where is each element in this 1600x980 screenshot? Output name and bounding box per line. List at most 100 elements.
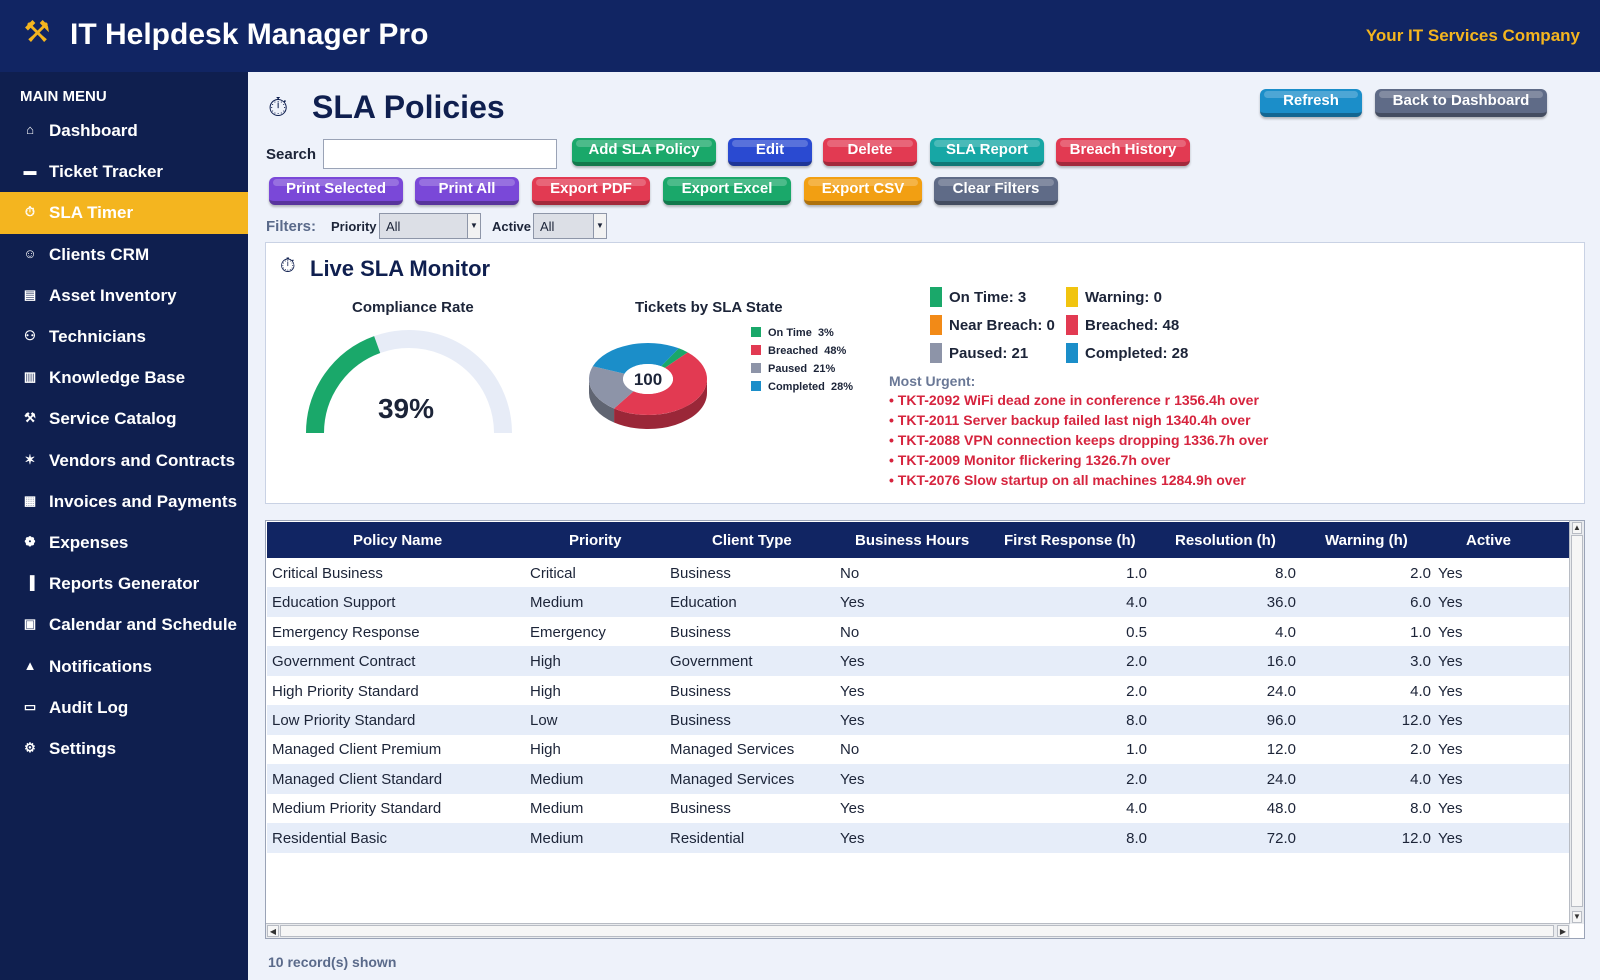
table-row[interactable]: Low Priority Standard Low Business Yes 8.0 96… [267, 705, 1570, 735]
chevron-down-icon: ▼ [467, 214, 480, 238]
table-row[interactable]: Managed Client Premium High Managed Servic… [267, 734, 1570, 764]
table-row[interactable]: Managed Client Standard Medium Managed Ser… [267, 763, 1570, 794]
users-icon: ☺ [23, 245, 37, 261]
sidebar-item-settings[interactable]: ⚙ Settings [0, 728, 248, 770]
sidebar-item-vendors-and-contracts[interactable]: ✶ Vendors and Contracts [0, 440, 248, 482]
company-name: Your IT Services Company [1365, 26, 1580, 45]
sidebar-item-label: Invoices and Payments [49, 491, 238, 511]
priority-filter-select[interactable]: All ▼ [379, 213, 481, 239]
column-header-first-response-h[interactable]: First Response (h) [1004, 532, 1136, 549]
sidebar-item-clients-crm[interactable]: ☺ Clients CRM [0, 234, 248, 276]
stat-label: Breached: 48 [1085, 317, 1180, 334]
add-sla-policy-button[interactable]: Add SLA Policy [572, 138, 716, 166]
breach-history-button[interactable]: Breach History [1056, 138, 1190, 166]
table-cell: 4.0 [1275, 623, 1296, 641]
column-header-policy-name[interactable]: Policy Name [353, 532, 443, 549]
table-cell: Managed Client Standard [272, 770, 443, 788]
export-csv-button[interactable]: Export CSV [804, 177, 922, 205]
table-row[interactable]: Education Support Medium Education Yes 4.0 36… [267, 587, 1570, 618]
compliance-gauge [306, 330, 512, 434]
delete-button[interactable]: Delete [823, 138, 917, 166]
stat-on-time: On Time: 3 [930, 287, 1026, 307]
legend-swatch [751, 363, 761, 373]
table-cell: Yes [840, 594, 865, 612]
horizontal-scrollbar[interactable]: ◀ ▶ [266, 923, 1570, 938]
table-cell: Critical [530, 565, 576, 582]
column-header-priority[interactable]: Priority [569, 532, 622, 549]
column-header-business-hours[interactable]: Business Hours [855, 532, 970, 549]
sidebar-item-expenses[interactable]: ❁ Expenses [0, 522, 248, 564]
urgent-ticket-item[interactable]: • TKT-2092 WiFi dead zone in conference r… [889, 392, 1309, 408]
urgent-ticket-item[interactable]: • TKT-2009 Monitor flickering 1326.7h over [889, 452, 1309, 468]
urgent-ticket-id: • TKT-2009 [889, 452, 961, 468]
sidebar-item-audit-log[interactable]: ▭ Audit Log [0, 687, 248, 729]
table-row[interactable]: Medium Priority Standard Medium Business Ye… [267, 793, 1570, 823]
server-icon: ▤ [23, 286, 37, 302]
column-header-warning-h[interactable]: Warning (h) [1325, 532, 1408, 549]
sidebar-item-knowledge-base[interactable]: ▥ Knowledge Base [0, 357, 248, 399]
column-header-resolution-h[interactable]: Resolution (h) [1175, 532, 1276, 549]
sidebar-item-service-catalog[interactable]: ⚒ Service Catalog [0, 398, 248, 440]
sidebar-item-technicians[interactable]: ⚇ Technicians [0, 316, 248, 358]
sidebar-item-calendar-and-schedule[interactable]: ▣ Calendar and Schedule [0, 604, 248, 646]
stopwatch-icon: ⏱ [268, 92, 289, 122]
legend-label: On Time [768, 327, 812, 339]
urgent-ticket-item[interactable]: • TKT-2011 Server backup failed last nigh… [889, 412, 1309, 428]
sidebar-item-sla-timer[interactable]: ⏱ SLA Timer [0, 192, 248, 235]
export-excel-button[interactable]: Export Excel [663, 177, 791, 205]
scroll-down-icon[interactable]: ▼ [1572, 911, 1582, 923]
scroll-left-icon[interactable]: ◀ [267, 925, 279, 937]
urgent-ticket-subject: Server backup failed last nigh [963, 412, 1162, 428]
scroll-thumb[interactable] [280, 925, 1554, 937]
pie-legend-item: Completed 28% [751, 381, 853, 399]
refresh-button[interactable]: Refresh [1260, 89, 1362, 117]
active-filter-select[interactable]: All ▼ [533, 213, 607, 239]
table-cell: 4.0 [1126, 594, 1147, 612]
search-input[interactable] [323, 139, 557, 169]
bell-icon: ▲ [23, 657, 37, 673]
sla-report-button[interactable]: SLA Report [930, 138, 1044, 166]
edit-button[interactable]: Edit [728, 138, 812, 166]
sidebar-item-invoices-and-payments[interactable]: ▦ Invoices and Payments [0, 481, 248, 523]
table-row[interactable]: Government Contract High Government Yes 2.0 1… [267, 646, 1570, 677]
table-cell: 1.0 [1410, 623, 1431, 641]
scroll-right-icon[interactable]: ▶ [1557, 925, 1569, 937]
back-to-dashboard-button[interactable]: Back to Dashboard [1375, 89, 1547, 117]
legend-percent: 21% [813, 363, 836, 375]
sidebar-item-ticket-tracker[interactable]: ▬ Ticket Tracker [0, 151, 248, 193]
urgent-ticket-item[interactable]: • TKT-2076 Slow startup on all machines 12… [889, 472, 1309, 488]
technician-icon: ⚇ [24, 328, 36, 343]
print-all-button[interactable]: Print All [415, 177, 519, 205]
stat-color-swatch [930, 287, 942, 307]
sidebar-item-reports-generator[interactable]: ▐ Reports Generator [0, 563, 248, 605]
print-selected-button[interactable]: Print Selected [269, 177, 403, 205]
vertical-scrollbar[interactable]: ▲ ▼ [1569, 521, 1584, 924]
timer-icon: ⏱ [24, 204, 36, 220]
stat-color-swatch [1066, 287, 1078, 307]
scroll-thumb[interactable] [1571, 535, 1583, 907]
scroll-up-icon[interactable]: ▲ [1572, 522, 1582, 534]
column-header-active[interactable]: Active [1466, 532, 1512, 549]
stat-color-swatch [930, 315, 942, 335]
active-filter-label: Active [492, 219, 532, 234]
table-row[interactable]: Critical Business Critical Business No 1.0 8.… [267, 558, 1570, 588]
sidebar-item-dashboard[interactable]: ⌂ Dashboard [0, 110, 248, 152]
table-row[interactable]: High Priority Standard High Business Yes 2.0… [267, 676, 1570, 706]
urgent-ticket-overdue: 1284.9h over [1160, 472, 1246, 488]
clear-filters-button[interactable]: Clear Filters [934, 177, 1058, 205]
table-row[interactable]: Emergency Response Emergency Business No 0.5… [267, 617, 1570, 647]
table-cell: Yes [1438, 800, 1463, 818]
urgent-ticket-subject: VPN connection keeps dropping [964, 432, 1180, 448]
column-header-client-type[interactable]: Client Type [712, 532, 792, 549]
pie-legend-item: On Time 3% [751, 327, 853, 345]
sidebar-item-notifications[interactable]: ▲ Notifications [0, 646, 248, 688]
urgent-ticket-item[interactable]: • TKT-2088 VPN connection keeps dropping 1… [889, 432, 1309, 448]
table-row[interactable]: Residential Basic Medium Residential Yes 8.0… [267, 822, 1570, 853]
export-pdf-button[interactable]: Export PDF [532, 177, 650, 205]
sidebar-item-asset-inventory[interactable]: ▤ Asset Inventory [0, 275, 248, 317]
table-cell: No [840, 565, 860, 582]
urgent-ticket-subject: Monitor flickering [964, 452, 1082, 468]
sidebar-item-label: SLA Timer [49, 203, 134, 223]
table-cell: Medium [530, 770, 584, 788]
table-cell: 8.0 [1275, 565, 1296, 582]
